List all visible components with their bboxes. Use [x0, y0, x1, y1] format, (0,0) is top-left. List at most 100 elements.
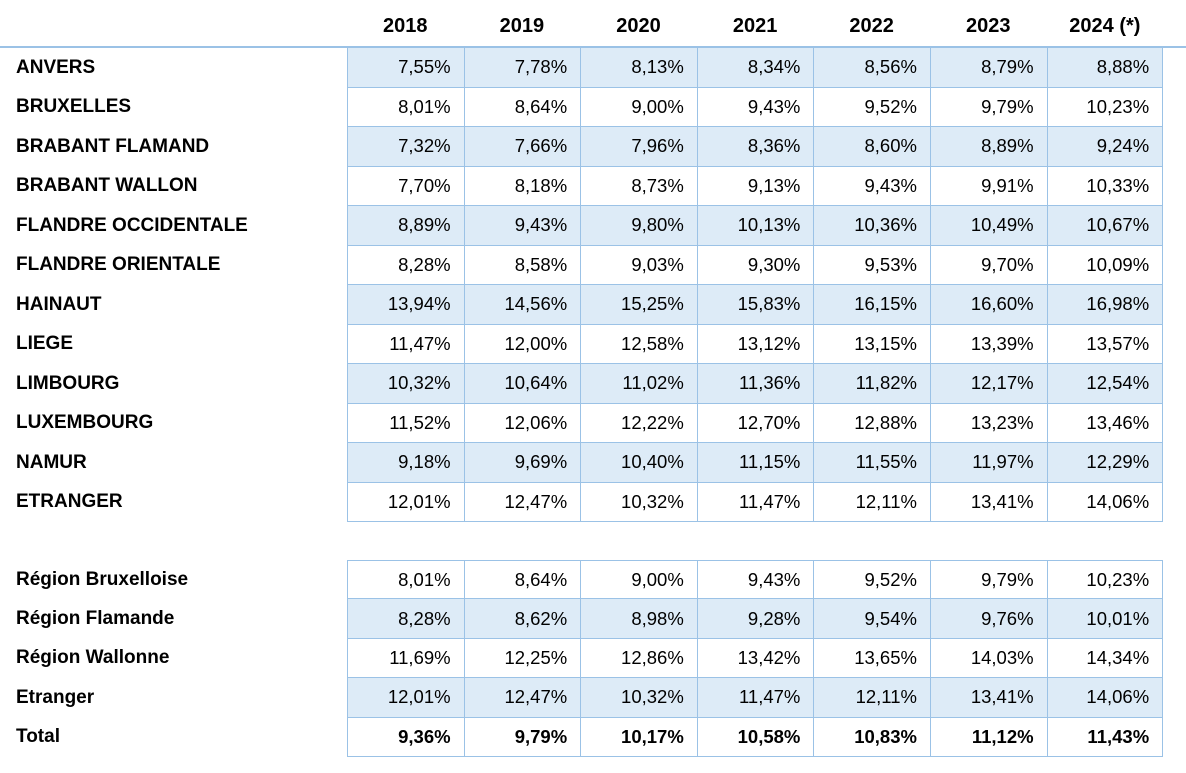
value-cell: 9,43%	[696, 560, 814, 600]
row-label: Total	[0, 717, 347, 757]
value-cell: 8,18%	[463, 166, 581, 206]
provinces-table: ANVERS 7,55% 7,78% 8,13% 8,34% 8,56% 8,7…	[0, 46, 1186, 522]
value-cell: 12,58%	[580, 324, 697, 364]
value-cell: 8,28%	[347, 599, 464, 639]
table-header-row: 2018 2019 2020 2021 2022 2023 2024 (*)	[0, 6, 1163, 46]
value-cell: 12,70%	[696, 403, 814, 443]
row-label: LIMBOURG	[0, 364, 347, 404]
value-cell: 8,56%	[813, 48, 930, 88]
value-cell: 9,54%	[813, 599, 930, 639]
value-cell: 11,69%	[347, 638, 464, 679]
value-cell: 12,86%	[580, 638, 697, 679]
value-cell: 9,52%	[813, 87, 930, 127]
value-cell: 9,18%	[347, 443, 464, 483]
value-cell: 15,25%	[580, 285, 697, 325]
value-cell: 11,02%	[580, 364, 697, 404]
row-label: ANVERS	[0, 48, 347, 88]
page: 2018 2019 2020 2021 2022 2023 2024 (*) A…	[0, 6, 1186, 757]
value-cell: 10,32%	[347, 364, 464, 404]
value-cell: 8,88%	[1046, 48, 1164, 88]
table-row: FLANDRE ORIENTALE 8,28% 8,58% 9,03% 9,30…	[0, 245, 1164, 285]
value-cell: 13,57%	[1046, 324, 1164, 364]
value-cell: 12,88%	[813, 403, 930, 443]
value-cell: 9,52%	[813, 560, 930, 600]
value-cell: 12,22%	[580, 403, 697, 443]
value-cell: 7,78%	[463, 48, 581, 88]
value-cell: 7,66%	[463, 127, 581, 167]
value-cell: 16,15%	[813, 285, 930, 325]
value-cell: 9,30%	[696, 245, 814, 285]
value-cell: 12,11%	[813, 678, 930, 718]
value-cell: 10,67%	[1046, 206, 1164, 246]
table-row: FLANDRE OCCIDENTALE 8,89% 9,43% 9,80% 10…	[0, 206, 1164, 246]
value-cell: 11,43%	[1046, 717, 1164, 757]
table-row: BRABANT WALLON 7,70% 8,18% 8,73% 9,13% 9…	[0, 166, 1164, 206]
value-cell: 8,01%	[347, 560, 464, 600]
regions-table: Région Bruxelloise 8,01% 8,64% 9,00% 9,4…	[0, 560, 1186, 757]
value-cell: 15,83%	[696, 285, 814, 325]
year-header-2019: 2019	[499, 14, 545, 37]
table-row: ANVERS 7,55% 7,78% 8,13% 8,34% 8,56% 8,7…	[0, 48, 1164, 88]
value-cell: 9,13%	[696, 166, 814, 206]
table-row: ETRANGER 12,01% 12,47% 10,32% 11,47% 12,…	[0, 482, 1164, 522]
value-cell: 9,80%	[580, 206, 697, 246]
row-label: Région Bruxelloise	[0, 560, 347, 600]
value-cell: 13,94%	[347, 285, 464, 325]
value-cell: 10,64%	[463, 364, 581, 404]
value-cell: 9,36%	[347, 717, 464, 757]
value-cell: 9,79%	[463, 717, 581, 757]
value-cell: 10,36%	[813, 206, 930, 246]
table-row: Région Wallonne 11,69% 12,25% 12,86% 13,…	[0, 638, 1164, 679]
value-cell: 13,42%	[696, 638, 814, 679]
value-cell: 11,97%	[929, 443, 1047, 483]
value-cell: 10,40%	[580, 443, 697, 483]
value-cell: 10,17%	[580, 717, 697, 757]
value-cell: 9,79%	[929, 87, 1047, 127]
value-cell: 8,34%	[696, 48, 814, 88]
value-cell: 12,25%	[463, 638, 581, 679]
value-cell: 16,98%	[1046, 285, 1164, 325]
value-cell: 7,96%	[580, 127, 697, 167]
value-cell: 7,32%	[347, 127, 464, 167]
value-cell: 11,47%	[696, 678, 814, 718]
value-cell: 12,47%	[463, 678, 581, 718]
row-label: LIEGE	[0, 324, 347, 364]
value-cell: 9,43%	[463, 206, 581, 246]
value-cell: 11,55%	[813, 443, 930, 483]
row-label: Etranger	[0, 678, 347, 718]
value-cell: 8,98%	[580, 599, 697, 639]
value-cell: 16,60%	[929, 285, 1047, 325]
table-row: Etranger 12,01% 12,47% 10,32% 11,47% 12,…	[0, 678, 1164, 718]
value-cell: 14,34%	[1046, 638, 1164, 679]
value-cell: 9,43%	[813, 166, 930, 206]
value-cell: 12,54%	[1046, 364, 1164, 404]
value-cell: 11,47%	[347, 324, 464, 364]
value-cell: 9,79%	[929, 560, 1047, 600]
row-label: LUXEMBOURG	[0, 403, 347, 443]
row-label: Région Wallonne	[0, 638, 347, 679]
value-cell: 10,32%	[580, 678, 697, 718]
value-cell: 8,58%	[463, 245, 581, 285]
value-cell: 10,23%	[1046, 87, 1164, 127]
table-row: Total 9,36% 9,79% 10,17% 10,58% 10,83% 1…	[0, 717, 1164, 757]
value-cell: 13,23%	[929, 403, 1047, 443]
value-cell: 11,47%	[696, 482, 814, 522]
value-cell: 9,43%	[696, 87, 814, 127]
value-cell: 10,83%	[813, 717, 930, 757]
year-header-2022: 2022	[849, 14, 894, 37]
row-label: ETRANGER	[0, 482, 347, 522]
value-cell: 9,76%	[929, 599, 1047, 639]
value-cell: 8,73%	[580, 166, 697, 206]
year-header-2023: 2023	[966, 14, 1011, 37]
value-cell: 12,11%	[813, 482, 930, 522]
value-cell: 12,17%	[929, 364, 1047, 404]
value-cell: 9,00%	[580, 560, 697, 600]
value-cell: 10,01%	[1046, 599, 1164, 639]
table-row: Région Flamande 8,28% 8,62% 8,98% 9,28% …	[0, 599, 1164, 639]
value-cell: 8,64%	[463, 87, 581, 127]
value-cell: 13,41%	[929, 482, 1047, 522]
value-cell: 12,00%	[463, 324, 581, 364]
value-cell: 8,64%	[463, 560, 581, 600]
value-cell: 11,82%	[813, 364, 930, 404]
year-header-2021: 2021	[732, 14, 778, 37]
